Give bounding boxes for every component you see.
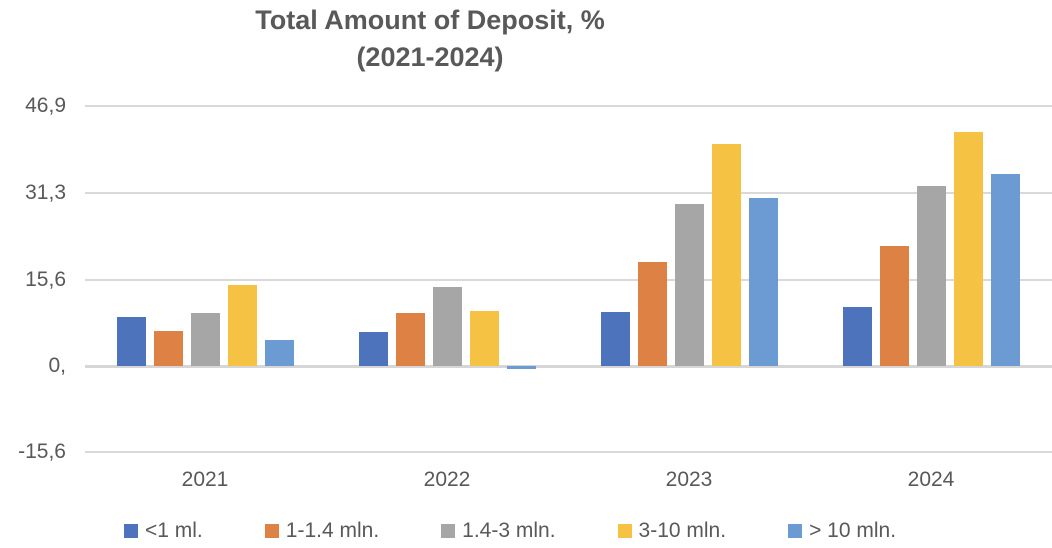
legend-item-3: 3-10 mln. <box>617 519 727 543</box>
y-axis-tick-label: -15,6 <box>18 440 66 464</box>
bar-2024-series-3 <box>953 132 983 366</box>
chart-title: Total Amount of Deposit, % <box>255 5 605 35</box>
x-axis-tick-label: 2023 <box>665 468 713 491</box>
chart-subtitle: (2021-2024) <box>356 42 504 72</box>
legend-label: 1.4-3 mln. <box>462 519 556 542</box>
bar-2024-series-2 <box>916 185 946 366</box>
bar-2023-series-0 <box>600 312 630 366</box>
bar-2024-series-0 <box>842 307 872 366</box>
legend-label: > 10 mln. <box>809 519 897 542</box>
x-axis-tick-label: 2022 <box>423 468 471 491</box>
bar-2023-series-1 <box>637 261 667 366</box>
legend-label: 3-10 mln. <box>638 519 727 542</box>
bar-2021-series-0 <box>116 316 146 366</box>
bar-2023-series-4 <box>748 198 778 366</box>
legend-item-2: 1.4-3 mln. <box>441 519 556 543</box>
legend-swatch-icon <box>788 524 803 538</box>
gridline <box>85 451 1052 454</box>
legend: <1 ml. 1-1.4 mln. 1.4-3 mln. 3-10 mln. > 10 … <box>124 519 896 543</box>
bar-2022-series-2 <box>432 286 462 366</box>
bar-2022-series-1 <box>395 313 425 366</box>
chart-title-block: Total Amount of Deposit, % (2021-2024) <box>0 2 860 76</box>
gridline <box>85 278 1052 281</box>
x-axis-tick-label: 2024 <box>907 468 955 491</box>
legend-item-4: > 10 mln. <box>788 519 896 543</box>
legend-label: 1-1.4 mln. <box>285 519 380 542</box>
bar-2023-series-3 <box>711 143 741 366</box>
legend-swatch-icon <box>441 524 456 538</box>
bar-2023-series-2 <box>674 204 704 366</box>
legend-item-0: <1 ml. <box>124 519 203 543</box>
bar-2022-series-4 <box>506 366 536 369</box>
bar-2021-series-4 <box>264 339 294 366</box>
bar-2022-series-3 <box>469 310 499 366</box>
bar-2021-series-3 <box>227 285 257 366</box>
legend-item-1: 1-1.4 mln. <box>264 519 380 543</box>
bar-2021-series-2 <box>190 313 220 366</box>
x-axis-tick-label: 2021 <box>181 468 229 491</box>
legend-swatch-icon <box>264 524 279 538</box>
bar-2022-series-0 <box>358 331 388 366</box>
y-axis-tick-label: 31,3 <box>25 180 66 204</box>
y-axis-tick-label: 0, <box>48 354 66 377</box>
zero-gridline <box>85 365 1052 368</box>
bar-2024-series-4 <box>990 174 1020 366</box>
bar-2024-series-1 <box>879 245 909 366</box>
gridline <box>85 105 1052 108</box>
legend-swatch-icon <box>124 524 138 538</box>
gridline <box>85 191 1052 194</box>
y-axis-tick-label: 15,6 <box>25 267 66 291</box>
legend-label: <1 ml. <box>145 519 203 542</box>
bar-2021-series-1 <box>153 330 183 366</box>
legend-swatch-icon <box>617 524 632 538</box>
y-axis-tick-label: 46,9 <box>25 94 66 118</box>
